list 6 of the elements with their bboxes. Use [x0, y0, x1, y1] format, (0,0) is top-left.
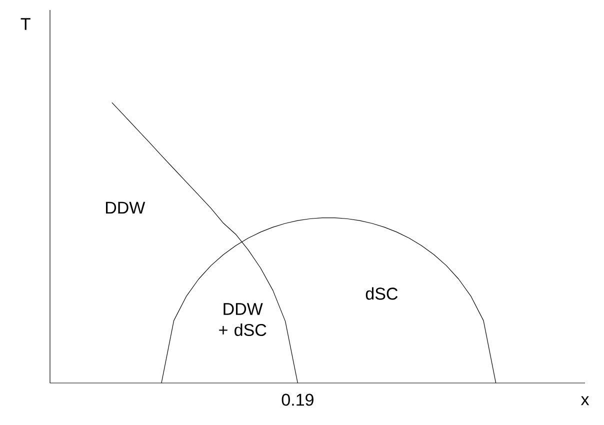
text: 0.19 — [282, 394, 314, 406]
y-axis-title: T — [20, 18, 30, 30]
x-axis-title: x — [580, 396, 590, 406]
annotation: DDW + dSC — [219, 303, 266, 336]
annotation: DDW — [106, 202, 146, 214]
annotation: dSC — [366, 287, 398, 300]
